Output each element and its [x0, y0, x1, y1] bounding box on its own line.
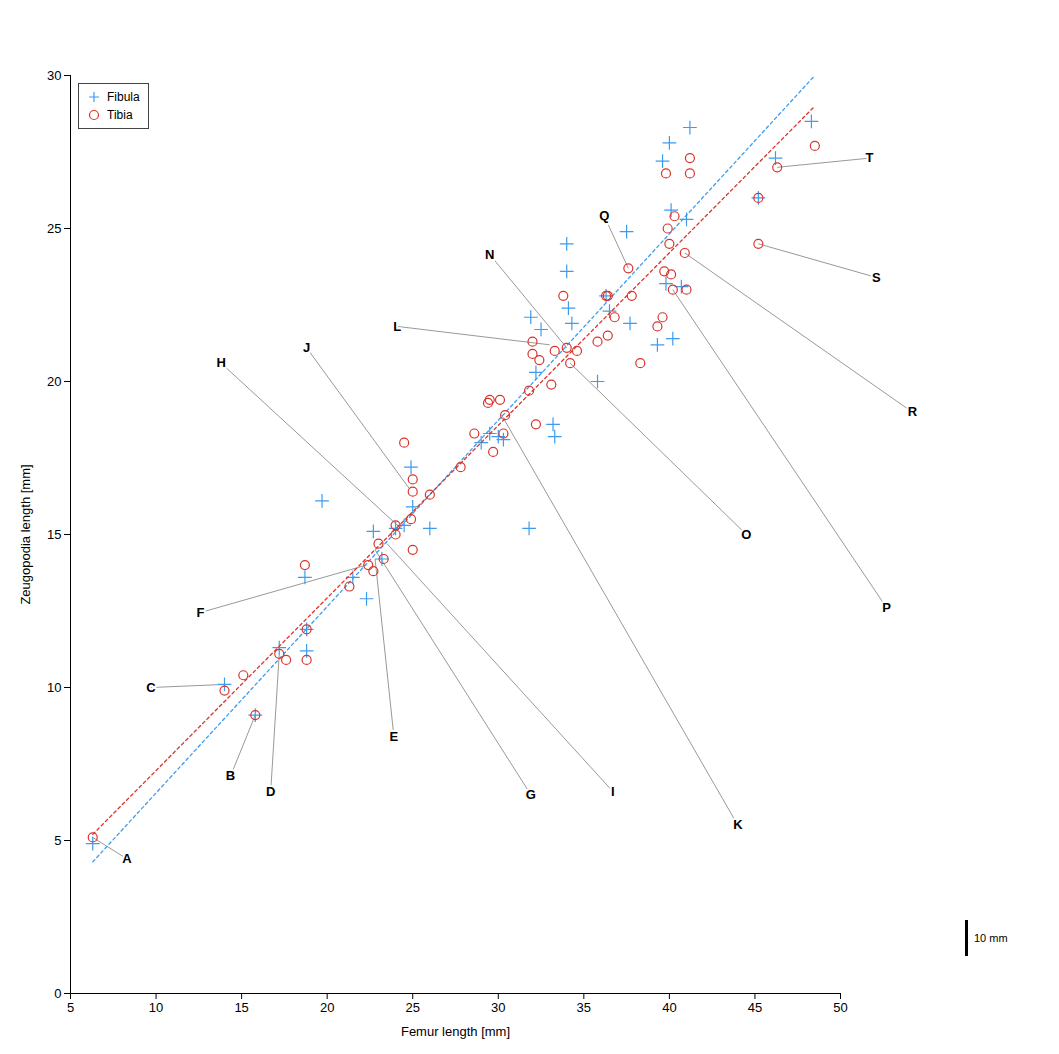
svg-text:10: 10 [47, 680, 61, 695]
svg-text:C: C [146, 680, 156, 695]
svg-text:K: K [733, 817, 743, 832]
html-text:Fibula: Fibula [107, 90, 140, 104]
svg-text:25: 25 [405, 1000, 419, 1015]
html-text:10 mm: 10 mm [974, 932, 1008, 944]
svg-text:L: L [393, 319, 401, 334]
svg-text:S: S [872, 270, 881, 285]
svg-text:15: 15 [47, 527, 61, 542]
svg-text:I: I [611, 784, 615, 799]
svg-text:J: J [303, 340, 310, 355]
svg-text:E: E [390, 729, 399, 744]
svg-text:5: 5 [67, 1000, 74, 1015]
svg-text:F: F [197, 605, 205, 620]
svg-text:15: 15 [234, 1000, 248, 1015]
svg-text:P: P [882, 600, 891, 615]
svg-text:G: G [526, 787, 536, 802]
svg-text:D: D [266, 784, 275, 799]
svg-text:35: 35 [577, 1000, 591, 1015]
svg-text:5: 5 [54, 833, 61, 848]
svg-text:0: 0 [54, 986, 61, 1001]
svg-text:20: 20 [320, 1000, 334, 1015]
svg-text:30: 30 [47, 68, 61, 83]
svg-text:T: T [866, 150, 874, 165]
svg-text:25: 25 [47, 221, 61, 236]
svg-text:N: N [485, 247, 494, 262]
svg-text:40: 40 [662, 1000, 676, 1015]
svg-text:Q: Q [599, 208, 609, 223]
svg-text:Zeugopodia length [mm]: Zeugopodia length [mm] [18, 464, 33, 604]
svg-text:H: H [216, 355, 225, 370]
svg-text:50: 50 [833, 1000, 847, 1015]
svg-text:A: A [122, 851, 132, 866]
svg-text:45: 45 [748, 1000, 762, 1015]
svg-text:B: B [226, 768, 235, 783]
svg-text:O: O [741, 527, 751, 542]
html-text:Tibia: Tibia [107, 108, 133, 122]
svg-text:R: R [908, 404, 918, 419]
svg-text:30: 30 [491, 1000, 505, 1015]
svg-text:10: 10 [149, 1000, 163, 1015]
svg-text:20: 20 [47, 374, 61, 389]
svg-text:Femur length [mm]: Femur length [mm] [401, 1024, 510, 1039]
